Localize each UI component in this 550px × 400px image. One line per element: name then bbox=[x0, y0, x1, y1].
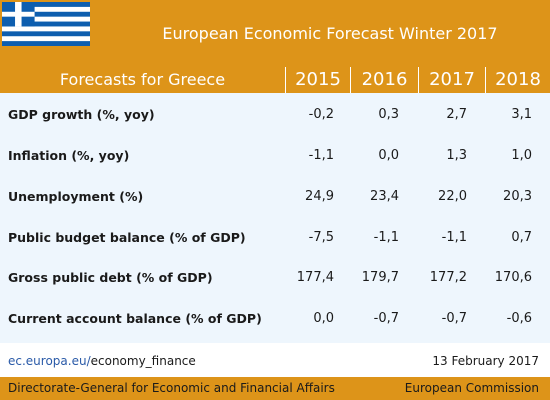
forecast-table: Forecasts for Greece 2015 2016 2017 2018… bbox=[0, 67, 550, 343]
greece-flag-icon bbox=[2, 2, 90, 46]
table-header: Forecasts for Greece 2015 2016 2017 2018 bbox=[0, 67, 550, 93]
cell-value: 0,3 bbox=[378, 107, 399, 122]
year-header-2018: 2018 bbox=[495, 69, 541, 90]
row-label: Public budget balance (% of GDP) bbox=[8, 230, 246, 245]
table-row: Inflation (%, yoy) -1,1 0,0 1,3 1,0 bbox=[0, 136, 550, 176]
cell-value: 177,4 bbox=[296, 270, 334, 285]
year-header-2017: 2017 bbox=[429, 69, 475, 90]
year-header-2016: 2016 bbox=[361, 69, 408, 90]
cell-value: -0,7 bbox=[441, 311, 467, 326]
cell-value: 2,7 bbox=[446, 107, 467, 122]
row-label: Current account balance (% of GDP) bbox=[8, 311, 262, 326]
cell-value: 1,3 bbox=[446, 148, 467, 163]
table-header-label: Forecasts for Greece bbox=[59, 70, 226, 89]
header-bar: European Economic Forecast Winter 2017 bbox=[0, 0, 550, 67]
page-title: European Economic Forecast Winter 2017 bbox=[162, 24, 498, 43]
header-divider bbox=[350, 67, 351, 93]
publication-date: 13 February 2017 bbox=[432, 354, 539, 368]
cell-value: 3,1 bbox=[511, 107, 532, 122]
cell-value: 0,7 bbox=[511, 230, 532, 245]
cell-value: 170,6 bbox=[494, 270, 532, 285]
row-label: Unemployment (%) bbox=[8, 189, 144, 204]
cell-value: 22,0 bbox=[438, 189, 467, 204]
header-divider bbox=[418, 67, 419, 93]
cell-value: -1,1 bbox=[308, 148, 334, 163]
header-divider bbox=[285, 67, 286, 93]
cell-value: 23,4 bbox=[370, 189, 399, 204]
row-label: Inflation (%, yoy) bbox=[8, 148, 130, 163]
row-label: Gross public debt (% of GDP) bbox=[8, 270, 213, 285]
table-row: Unemployment (%) 24,9 23,4 22,0 20,3 bbox=[0, 177, 550, 217]
cell-value: -1,1 bbox=[441, 230, 467, 245]
table-row: Current account balance (% of GDP) 0,0 -… bbox=[0, 299, 550, 339]
cell-value: 177,2 bbox=[429, 270, 467, 285]
table-row: GDP growth (%, yoy) -0,2 0,3 2,7 3,1 bbox=[0, 95, 550, 135]
cell-value: 179,7 bbox=[361, 270, 399, 285]
cell-value: 20,3 bbox=[503, 189, 532, 204]
table-row: Gross public debt (% of GDP) 177,4 179,7… bbox=[0, 258, 550, 298]
footer-bar: Directorate-General for Economic and Fin… bbox=[0, 377, 550, 400]
cell-value: 0,0 bbox=[378, 148, 399, 163]
directorate-label: Directorate-General for Economic and Fin… bbox=[8, 381, 335, 395]
year-header-2015: 2015 bbox=[295, 69, 341, 90]
cell-value: -0,2 bbox=[308, 107, 334, 122]
cell-value: -1,1 bbox=[373, 230, 399, 245]
cell-value: 1,0 bbox=[511, 148, 532, 163]
cell-value: 24,9 bbox=[305, 189, 334, 204]
footer-info: ec.europa.eu/economy_finance 13 February… bbox=[0, 343, 550, 377]
website-link[interactable]: ec.europa.eu/economy_finance bbox=[8, 354, 196, 368]
cell-value: -0,6 bbox=[506, 311, 532, 326]
commission-label: European Commission bbox=[404, 381, 539, 395]
website-link-domain[interactable]: ec.europa.eu/ bbox=[8, 354, 91, 368]
cell-value: 0,0 bbox=[313, 311, 334, 326]
website-link-path[interactable]: economy_finance bbox=[90, 354, 196, 368]
cell-value: -0,7 bbox=[373, 311, 399, 326]
cell-value: -7,5 bbox=[308, 230, 334, 245]
table-row: Public budget balance (% of GDP) -7,5 -1… bbox=[0, 218, 550, 258]
row-label: GDP growth (%, yoy) bbox=[8, 107, 155, 122]
header-divider bbox=[485, 67, 486, 93]
